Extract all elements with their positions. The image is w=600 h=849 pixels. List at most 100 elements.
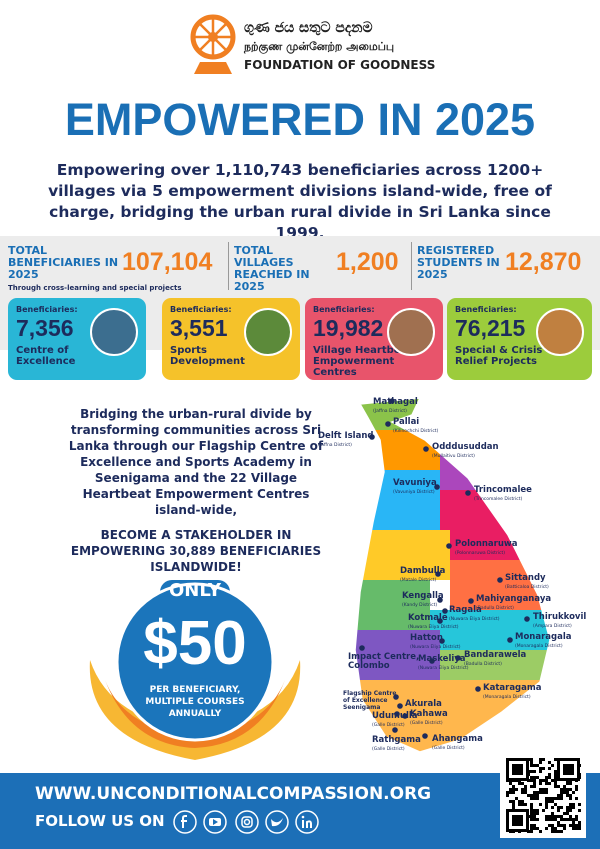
qr-module: [569, 788, 572, 791]
card-value: 7,356: [16, 315, 74, 341]
qr-module: [512, 803, 515, 806]
qr-module: [548, 818, 551, 821]
qr-module: [533, 818, 536, 821]
card-name: Sports Development: [170, 345, 245, 367]
qr-module: [575, 797, 578, 800]
qr-module: [566, 809, 569, 812]
qr-module: [521, 782, 524, 785]
qr-module: [554, 776, 557, 779]
map-dot: [439, 638, 445, 644]
place-district: (Badulla District): [464, 661, 502, 667]
qr-module: [554, 782, 557, 785]
place-name: Colombo: [348, 661, 390, 671]
place-name: Thirukkovil: [533, 612, 586, 622]
offer-tag: ONLY: [168, 580, 222, 601]
place-name: Mathagal: [373, 397, 418, 407]
qr-module: [572, 791, 575, 794]
instagram-icon[interactable]: [235, 810, 259, 834]
map-dot: [397, 703, 403, 709]
qr-module: [530, 761, 533, 764]
offer-price: $50: [143, 609, 247, 678]
youtube-icon[interactable]: [203, 810, 227, 834]
qr-module: [545, 806, 548, 809]
qr-module: [554, 770, 557, 773]
qr-module: [530, 803, 533, 806]
linkedin-icon[interactable]: [295, 810, 319, 834]
place-name: Bandarawela: [464, 650, 527, 660]
place-district: (Nuwara Eliya District): [408, 624, 459, 630]
card-value: 3,551: [170, 315, 228, 341]
qr-module: [569, 797, 572, 800]
qr-module: [557, 794, 560, 797]
place-name: of Excellence: [343, 697, 388, 704]
qr-module: [548, 773, 551, 776]
twitter-icon[interactable]: [265, 810, 289, 834]
footer-url[interactable]: WWW.UNCONDITIONALCOMPASSION.ORG: [35, 784, 432, 804]
qr-module: [554, 779, 557, 782]
qr-module: [545, 797, 548, 800]
qr-module: [557, 809, 560, 812]
qr-module: [560, 830, 563, 833]
qr-module: [515, 788, 518, 791]
qr-module: [533, 776, 536, 779]
qr-module: [575, 788, 578, 791]
qr-module: [533, 785, 536, 788]
qr-module: [554, 818, 557, 821]
qr-module: [530, 827, 533, 830]
qr-module: [536, 794, 539, 797]
qr-module: [563, 764, 574, 775]
logo-tamil: நற்குண முன்னேற்ற அமைப்பு: [244, 40, 395, 53]
qr-module: [566, 788, 569, 791]
place-name: Mahiyanganaya: [476, 594, 551, 604]
qr-module: [554, 830, 557, 833]
logo-icon: [190, 14, 236, 74]
qr-module: [551, 812, 554, 815]
qr-module: [551, 815, 554, 818]
qr-module: [539, 761, 542, 764]
qr-module: [524, 791, 527, 794]
map-dot: [524, 616, 530, 622]
qr-module: [566, 806, 569, 809]
qr-module: [563, 824, 566, 827]
qr-module: [509, 791, 512, 794]
facebook-icon[interactable]: [173, 810, 197, 834]
place-district: (Jaffna District): [373, 408, 407, 414]
stat-label: TOTAL BENEFICIARIES IN 2025: [8, 244, 119, 281]
map-dot: [359, 645, 365, 651]
qr-module: [551, 806, 554, 809]
place-district: (Mullaitivu District): [432, 453, 475, 459]
qr-module: [533, 824, 536, 827]
qr-module: [509, 800, 512, 803]
qr-module: [572, 821, 575, 824]
division-card: Beneficiaries: 3,551 Sports Development: [162, 298, 300, 380]
qr-module: [566, 791, 569, 794]
card-name: Special & Crisis Relief Projects: [455, 345, 543, 367]
qr-module: [530, 785, 533, 788]
qr-module: [512, 800, 515, 803]
qr-module: [530, 812, 533, 815]
qr-module: [545, 827, 548, 830]
call-to-action: BECOME A STAKEHOLDER IN EMPOWERING 30,88…: [70, 528, 322, 574]
qr-module: [578, 821, 581, 824]
qr-module: [557, 797, 560, 800]
qr-module: [512, 815, 523, 826]
qr-module: [530, 779, 533, 782]
place-name: Pallai: [393, 417, 419, 427]
qr-module: [548, 797, 551, 800]
card-photo: [244, 308, 292, 356]
qr-module: [566, 818, 569, 821]
qr-module: [521, 800, 524, 803]
qr-module: [569, 824, 572, 827]
place-district: (Trincomalee District): [474, 496, 523, 502]
qr-module: [548, 782, 551, 785]
place-name: Kotmale: [408, 613, 448, 623]
qr-code[interactable]: [500, 752, 586, 838]
qr-module: [536, 764, 539, 767]
map-dot: [392, 727, 398, 733]
place-name: Kahawa: [410, 709, 448, 719]
qr-module: [566, 794, 569, 797]
qr-module: [569, 806, 572, 809]
qr-module: [563, 788, 566, 791]
place-district: (Jaffna District): [318, 442, 352, 448]
card-name: Centre of Excellence: [16, 345, 76, 367]
